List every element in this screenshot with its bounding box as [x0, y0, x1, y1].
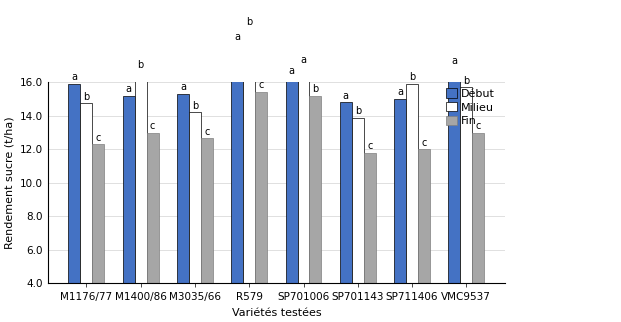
Bar: [93, 144, 104, 283]
Bar: [364, 153, 376, 283]
Text: a: a: [301, 55, 307, 65]
Bar: [177, 94, 189, 283]
Bar: [286, 77, 297, 283]
Text: c: c: [150, 121, 155, 131]
Text: c: c: [476, 121, 481, 131]
Bar: [460, 87, 473, 283]
Y-axis label: Rendement sucre (t/ha): Rendement sucre (t/ha): [4, 117, 14, 249]
Bar: [340, 102, 352, 283]
Text: b: b: [463, 76, 469, 86]
Text: b: b: [192, 101, 198, 111]
Text: b: b: [355, 106, 361, 116]
Bar: [448, 67, 460, 283]
Bar: [406, 84, 418, 283]
Text: a: a: [71, 72, 78, 82]
Bar: [352, 118, 364, 283]
Text: b: b: [312, 84, 319, 94]
Text: a: a: [125, 84, 132, 94]
Bar: [189, 112, 201, 283]
Text: a: a: [397, 87, 403, 98]
Bar: [123, 96, 135, 283]
Bar: [201, 138, 213, 283]
Text: a: a: [234, 32, 240, 42]
Text: c: c: [421, 137, 427, 148]
Text: c: c: [258, 80, 264, 90]
Bar: [255, 91, 267, 283]
Bar: [473, 133, 484, 283]
Text: a: a: [451, 56, 458, 66]
Text: b: b: [138, 60, 144, 70]
Bar: [309, 96, 322, 283]
Bar: [243, 29, 255, 283]
Text: a: a: [289, 66, 294, 76]
Bar: [394, 99, 406, 283]
Bar: [135, 71, 147, 283]
Bar: [232, 44, 243, 283]
Text: c: c: [96, 133, 101, 143]
Legend: Début, Milieu, Fin: Début, Milieu, Fin: [441, 84, 499, 131]
X-axis label: Variétés testées: Variétés testées: [232, 308, 321, 318]
Bar: [418, 149, 430, 283]
Text: a: a: [343, 91, 349, 101]
Text: a: a: [180, 82, 186, 92]
Text: c: c: [367, 141, 373, 151]
Text: c: c: [204, 127, 210, 137]
Text: b: b: [409, 72, 415, 82]
Bar: [68, 84, 81, 283]
Bar: [297, 66, 309, 283]
Text: b: b: [246, 17, 252, 27]
Text: b: b: [83, 91, 89, 102]
Bar: [147, 133, 158, 283]
Bar: [81, 103, 93, 283]
